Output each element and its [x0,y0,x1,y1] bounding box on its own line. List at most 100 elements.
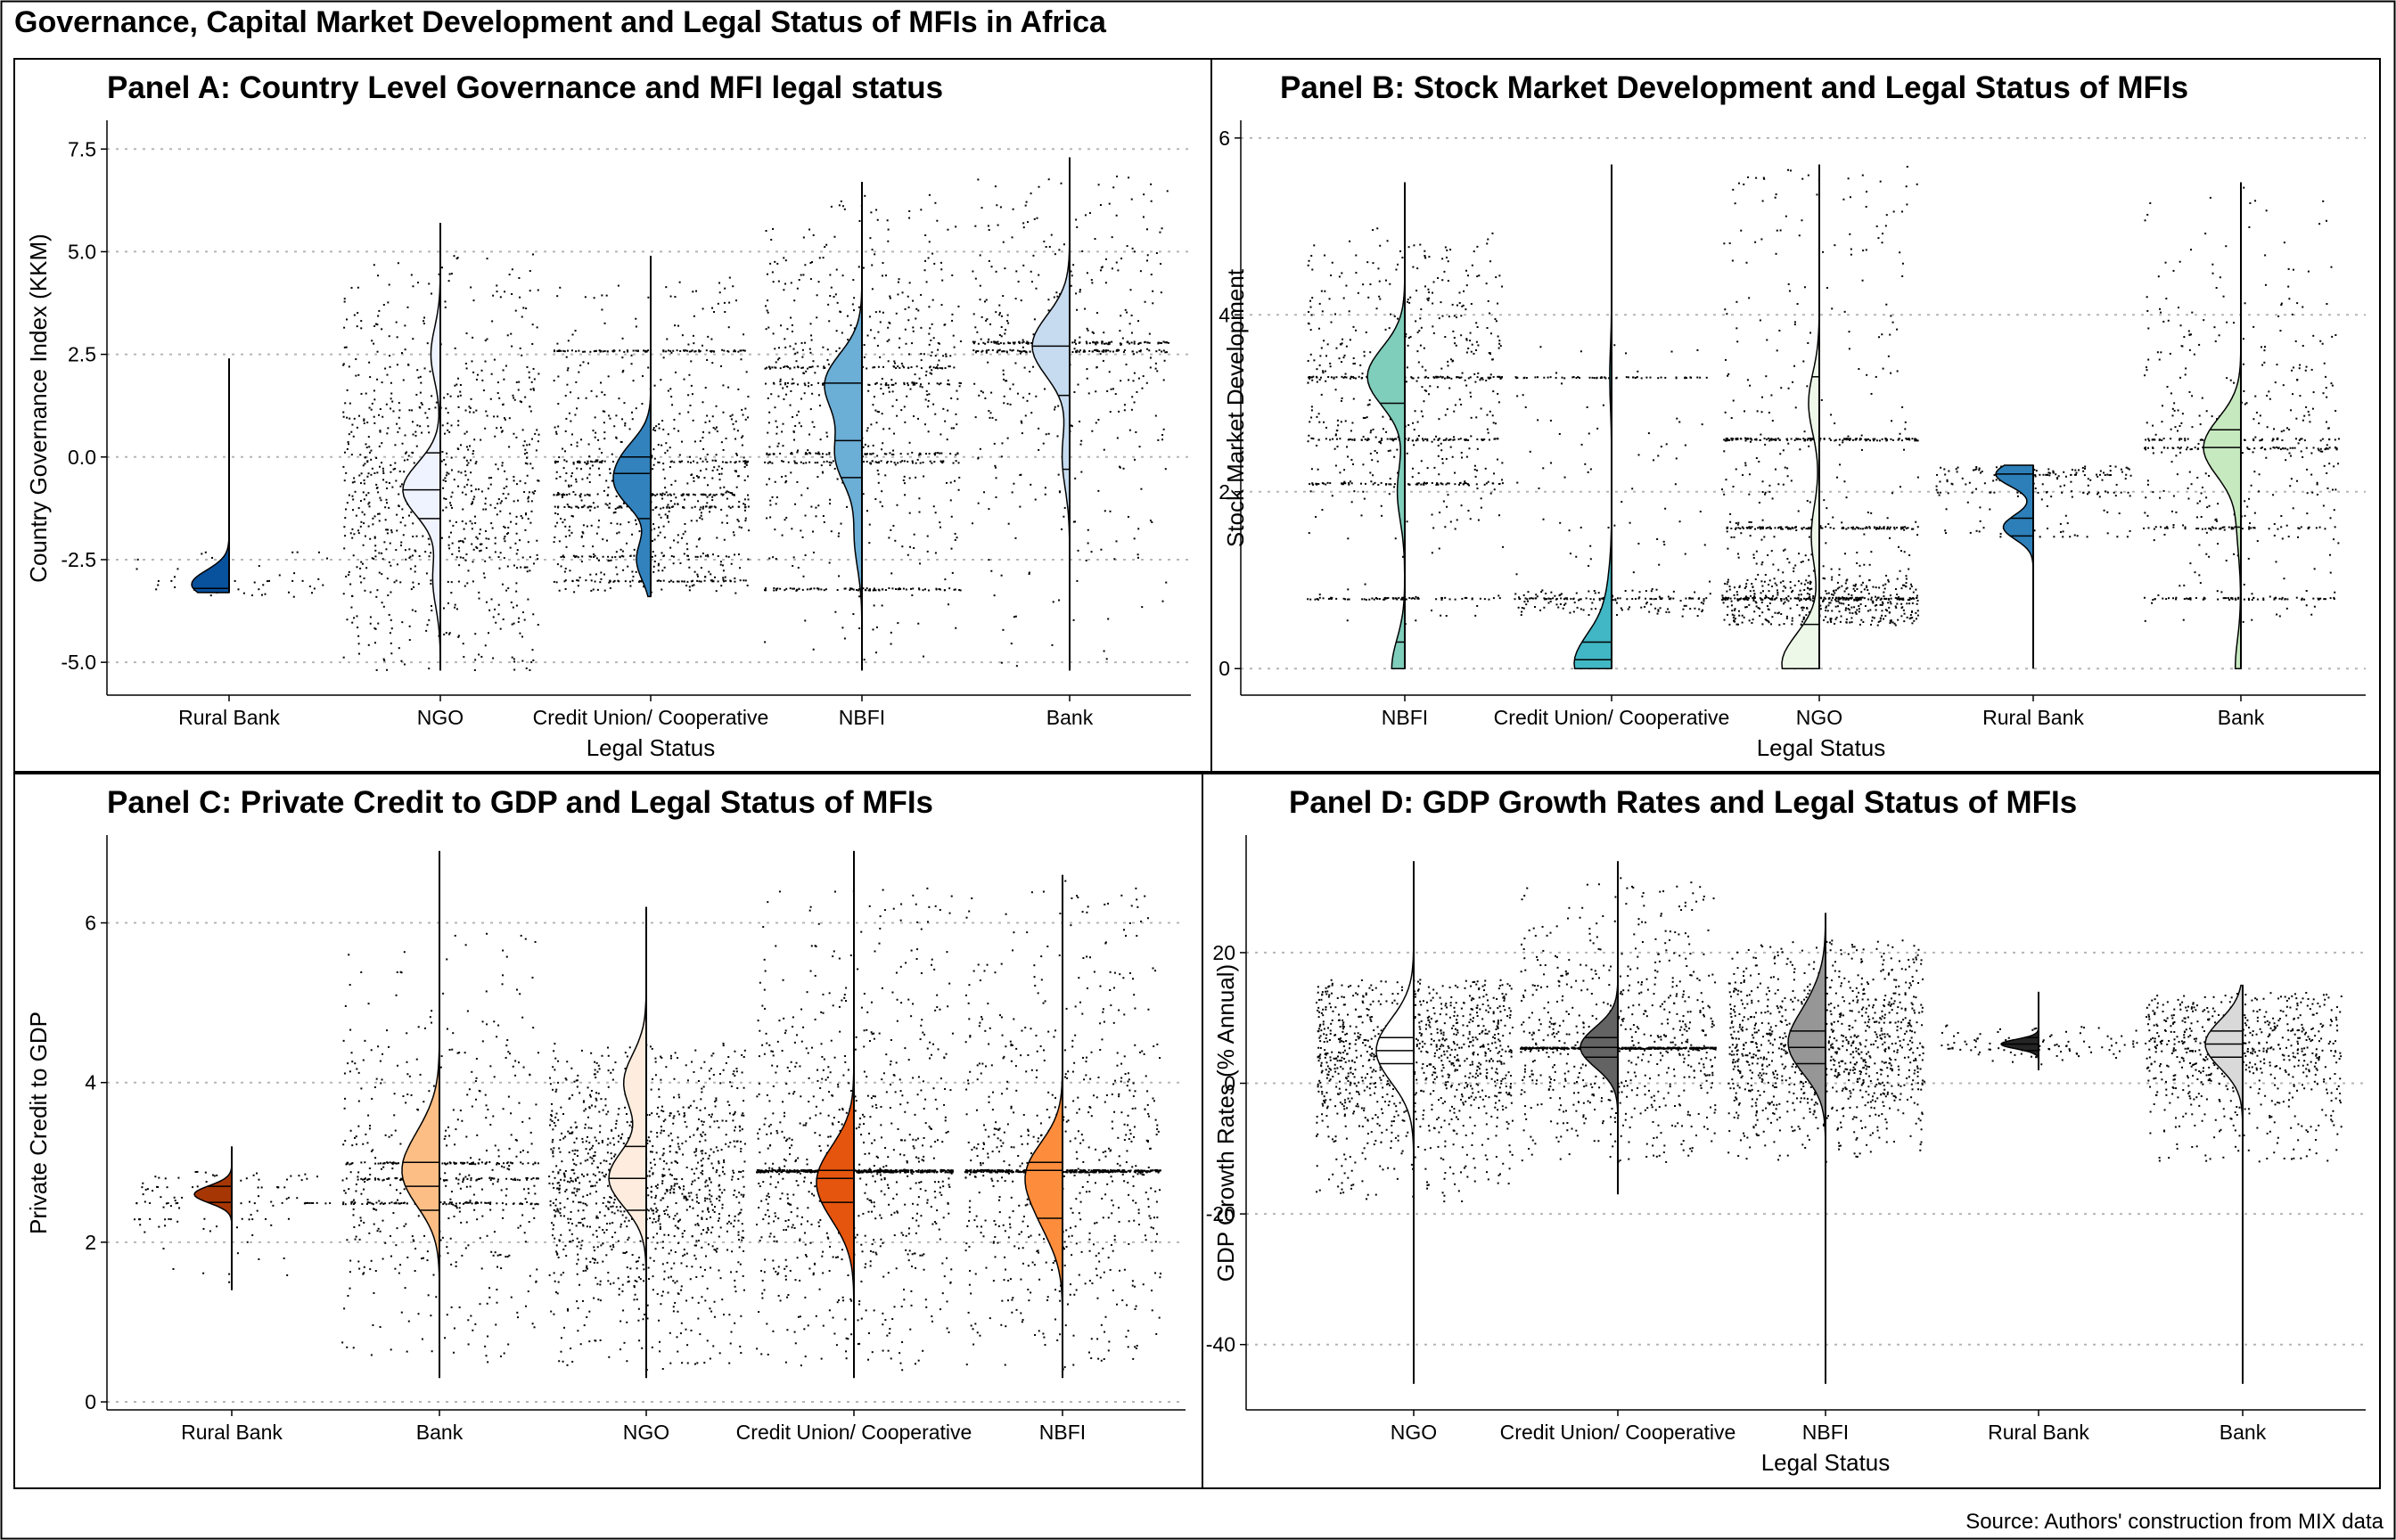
data-point [394,444,397,446]
data-point [869,453,872,455]
data-point [1495,320,1498,323]
data-point [1536,595,1539,598]
data-point [1842,441,1844,444]
data-point [1310,416,1313,419]
data-point [1449,358,1452,361]
data-point [899,461,902,463]
data-point [504,291,506,293]
data-point [1476,447,1479,450]
data-point [365,494,368,496]
data-point [1133,342,1136,345]
data-point [317,551,320,553]
data-point [1092,332,1095,334]
data-point [1164,351,1167,354]
data-point [1812,594,1815,597]
data-point [582,361,585,364]
data-point [418,555,421,558]
data-point [1141,387,1144,389]
data-point [1022,349,1025,352]
data-point [675,496,677,499]
data-point [741,444,743,446]
data-point [532,492,535,495]
data-point [379,408,382,411]
data-point [893,432,896,435]
data-point [956,423,958,426]
data-point [1115,214,1118,217]
data-point [953,366,956,369]
data-point [1635,597,1637,600]
data-point [1468,447,1471,450]
data-point [1095,343,1097,346]
data-point [580,561,583,563]
data-point [427,537,430,540]
data-point [1491,232,1494,234]
data-point [744,460,747,463]
data-point [877,331,880,333]
data-point [345,508,348,511]
data-point [1454,471,1456,474]
data-point [700,512,702,514]
data-point [958,588,961,591]
data-point [385,528,388,531]
data-point [907,306,910,308]
data-point [1075,292,1078,295]
data-point [378,571,381,574]
data-point [499,552,502,554]
data-point [1444,246,1447,249]
data-point [1828,602,1831,604]
data-point [1843,590,1846,593]
data-point [1072,618,1075,621]
data-point [781,460,784,463]
data-point [602,538,604,541]
data-point [630,411,633,414]
data-point [793,460,796,463]
data-point [508,446,511,448]
data-point [1165,351,1168,354]
data-point [1318,364,1321,366]
data-point [593,555,595,558]
data-point [1121,337,1124,340]
panel-a: Panel A: Country Level Governance and MF… [13,58,1212,773]
data-point [474,488,477,491]
data-point [835,350,838,353]
data-point [1385,597,1388,600]
data-point [1312,438,1315,440]
data-point [351,621,354,624]
data-point [683,580,685,583]
data-point [795,462,798,464]
data-point [849,588,851,591]
data-point [670,396,673,398]
data-point [690,360,693,363]
data-point [388,481,390,484]
data-point [1022,264,1025,266]
data-point [447,580,449,583]
data-point [782,422,784,425]
data-point [472,548,475,551]
data-point [620,505,622,508]
data-point [737,475,740,478]
data-point [713,466,716,469]
data-point [1448,376,1450,379]
data-point [1498,274,1501,277]
data-point [1486,428,1489,430]
y-axis-title: Country Governance Index (KKM) [25,233,52,583]
data-point [733,494,735,496]
data-point [1830,620,1833,623]
data-point [1368,403,1371,405]
data-point [1674,483,1677,486]
data-point [1393,483,1396,486]
data-point [501,583,504,586]
data-point [1161,600,1164,602]
data-point [1745,596,1748,599]
data-point [524,482,527,485]
data-point [809,408,812,411]
data-point [363,577,365,579]
data-point [473,496,476,498]
data-point [975,350,978,353]
data-point [1751,621,1753,624]
data-point [669,388,672,390]
data-point [676,349,678,352]
data-point [174,586,176,588]
data-point [817,504,820,507]
data-point [472,561,474,563]
